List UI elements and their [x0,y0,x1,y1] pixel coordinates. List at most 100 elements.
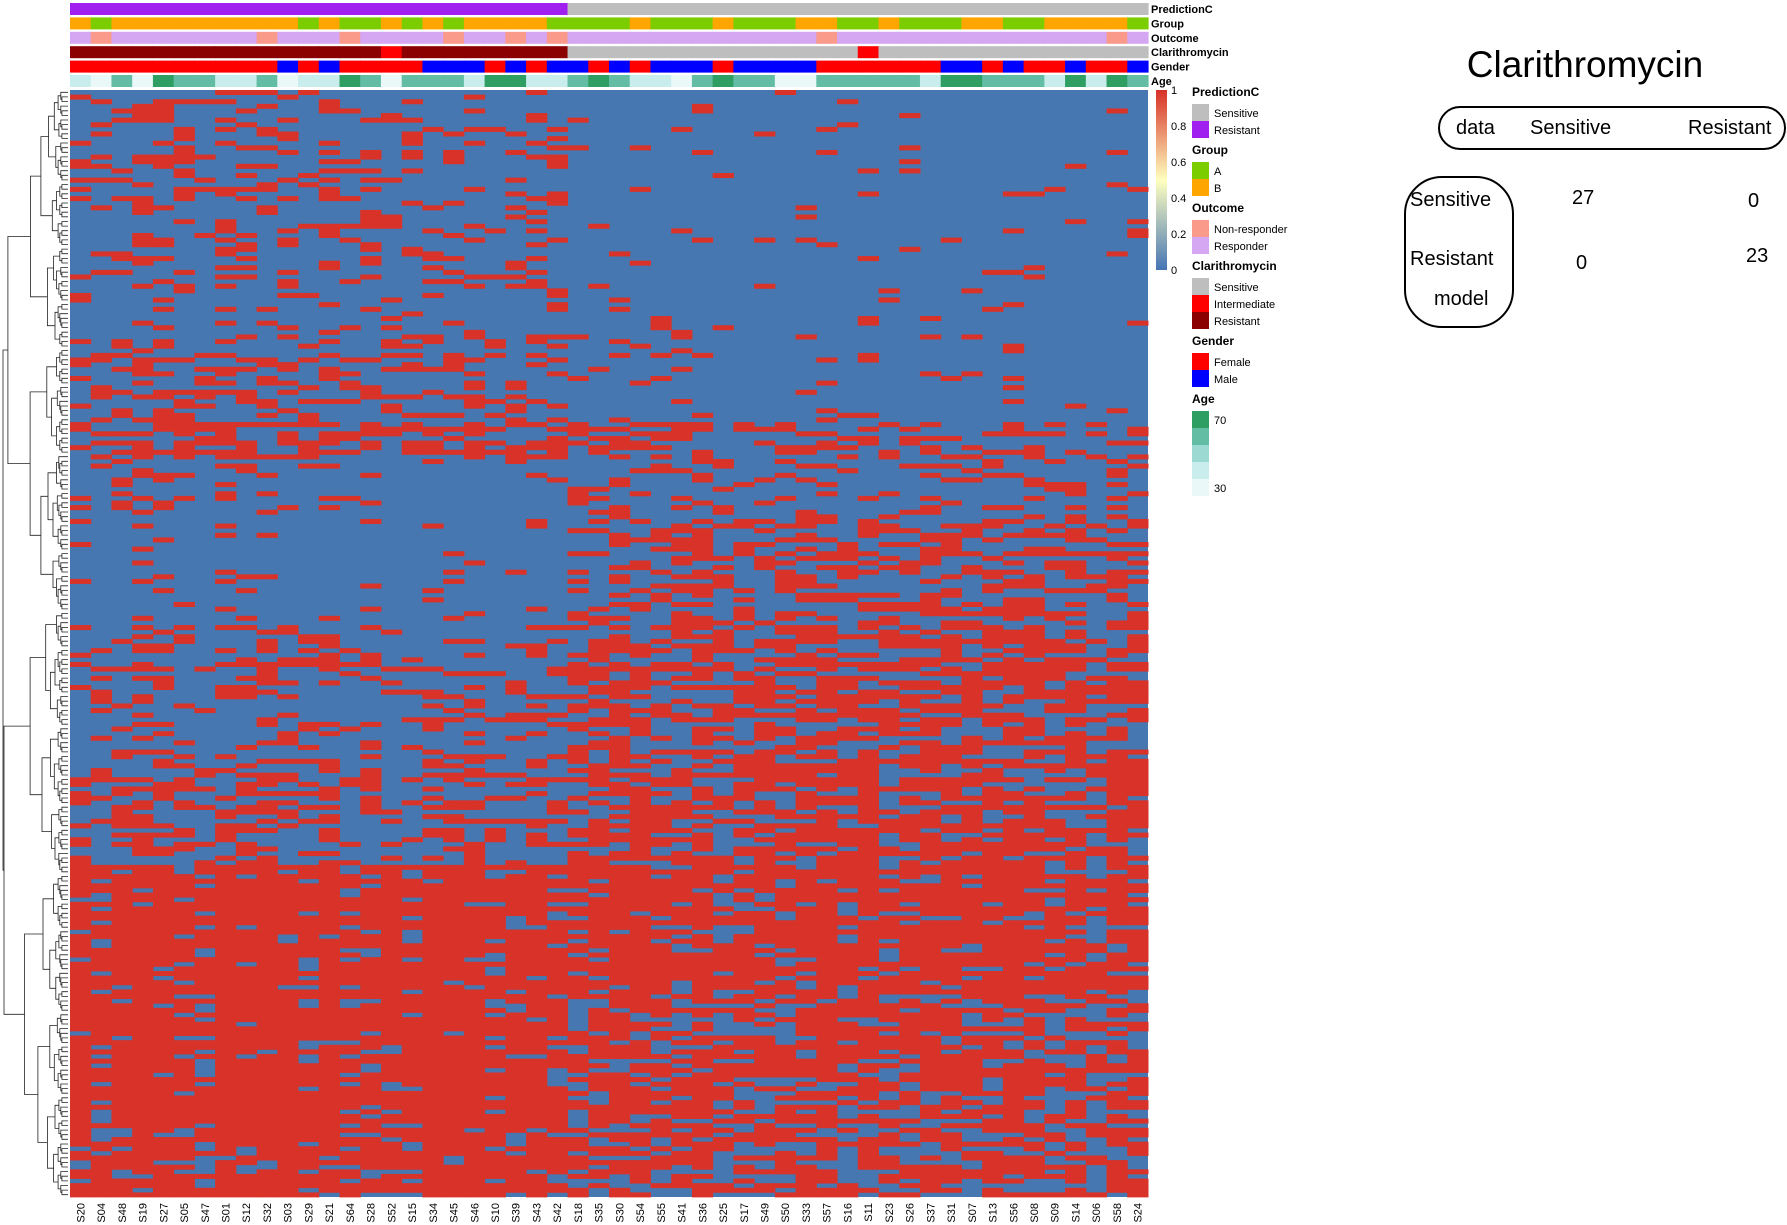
heatmap-cell [546,869,569,875]
heatmap-cell [774,777,797,783]
heatmap-cell [609,1081,631,1087]
heatmap-cell [546,1113,569,1119]
heatmap-cell [463,855,486,861]
heatmap-cell [215,1017,237,1023]
heatmap-cell [940,551,962,557]
heatmap-cell [878,1003,900,1009]
heatmap-cell [733,1081,755,1087]
heatmap-cell [132,1044,154,1050]
heatmap-cell [70,495,92,501]
heatmap-cell [919,334,942,340]
heatmap-cell [318,763,340,769]
heatmap-cell [526,694,548,700]
heatmap-cell [173,638,195,644]
heatmap-cell [961,846,983,852]
heatmap-cell [215,754,237,760]
heatmap-cell [754,975,776,981]
heatmap-cell [235,1049,258,1055]
heatmap-cell [505,1017,527,1023]
heatmap-cell [443,320,465,326]
heatmap-cell [443,394,465,400]
heatmap-cell [443,952,465,958]
heatmap-cell [277,1127,299,1133]
heatmap-cell [940,952,962,958]
heatmap-cell [546,980,569,986]
heatmap-cell [671,583,693,589]
dendrogram-branch [61,843,68,850]
heatmap-cell [691,749,714,755]
heatmap-cell [256,1113,278,1119]
heatmap-cell [194,887,216,893]
heatmap-cell [422,694,444,700]
heatmap-cell [816,634,838,640]
heatmap-cell [111,952,133,958]
heatmap-cell [857,698,879,704]
heatmap-cell [837,1077,859,1083]
heatmap-cell [691,588,714,594]
heatmap-cell [1106,758,1128,764]
heatmap-cell [1023,841,1045,847]
heatmap-cell [816,694,838,700]
heatmap-cell [173,828,195,834]
heatmap-cell [567,578,589,584]
heatmap-cell [754,864,776,870]
heatmap-cell [857,1104,879,1110]
heatmap-cell [70,1095,92,1101]
heatmap-cell [1106,749,1128,755]
heatmap-cell [878,629,900,635]
heatmap-cell [691,970,714,976]
heatmap-cell [526,1090,548,1096]
heatmap-cell [484,1026,506,1032]
heatmap-cell [961,814,983,820]
heatmap-cell [401,864,423,870]
heatmap-cell [1127,823,1149,829]
heatmap-cell [919,754,942,760]
heatmap-cell [318,1007,340,1013]
heatmap-cell [318,970,340,976]
heatmap-cell [961,989,983,995]
heatmap-cell [712,957,734,963]
heatmap-cell [567,625,589,631]
heatmap-cell [380,343,403,349]
heatmap-cell [70,1123,92,1129]
heatmap-cell [754,477,776,483]
heatmap-cell [982,717,1004,723]
heatmap-cell [339,961,361,967]
heatmap-cell [505,1077,527,1083]
heatmap-cell [588,486,610,492]
heatmap-cell [132,357,154,363]
heatmap-cell [795,1081,817,1087]
heatmap-cell [857,569,879,575]
heatmap-cell [1002,726,1025,732]
heatmap-cell [919,970,942,976]
heatmap-cell [961,864,983,870]
heatmap-cell [733,712,755,718]
heatmap-cell [422,1049,444,1055]
heatmap-cell [629,537,651,543]
heatmap-cell [90,1090,112,1096]
heatmap-cell [173,454,195,460]
heatmap-cell [588,864,610,870]
heatmap-cell [671,1067,693,1073]
heatmap-cell [857,860,879,866]
heatmap-cell [360,1012,382,1018]
heatmap-cell [712,643,734,649]
heatmap-cell [546,1090,569,1096]
heatmap-cell [857,518,879,524]
heatmap-cell [733,947,755,953]
heatmap-cell [982,934,1004,940]
heatmap-cell [256,1017,278,1023]
heatmap-cell [878,878,900,884]
heatmap-cell [173,634,195,640]
heatmap-cell [484,1100,506,1106]
heatmap-cell [919,892,942,898]
heatmap-cell [609,339,631,345]
heatmap-cell [712,555,734,561]
heatmap-cell [816,408,838,414]
heatmap-cell [484,1090,506,1096]
heatmap-cell [878,920,900,926]
heatmap-cell [380,214,403,220]
heatmap-cell [629,445,651,451]
heatmap-cell [857,625,879,631]
heatmap-cell [526,984,548,990]
